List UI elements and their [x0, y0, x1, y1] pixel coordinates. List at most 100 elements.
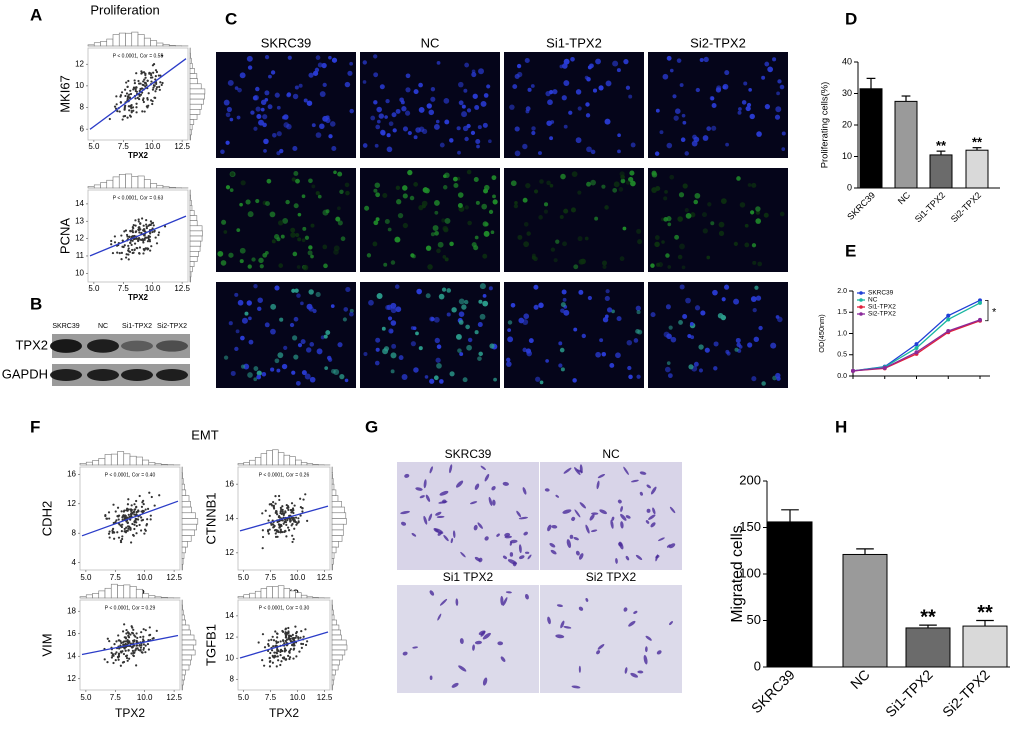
cell: [404, 473, 410, 478]
nucleus: [681, 113, 686, 118]
nucleus: [720, 198, 727, 205]
nucleus: [482, 300, 489, 307]
texture-dot: [120, 641, 123, 645]
cell: [596, 480, 600, 490]
cell: [437, 613, 442, 621]
point: [851, 368, 855, 373]
histogram-bar: [189, 129, 192, 136]
nucleus: [274, 358, 280, 364]
texture-dot: [128, 235, 131, 238]
nucleus: [577, 236, 583, 242]
nucleus: [375, 124, 381, 130]
cell: [496, 533, 500, 537]
texture-dot: [126, 85, 129, 88]
histogram-bar: [272, 586, 279, 599]
nucleus: [777, 316, 783, 323]
nucleus: [400, 100, 405, 105]
cell: [550, 549, 557, 555]
texture-dot: [142, 80, 145, 83]
histogram-bar: [331, 546, 337, 554]
texture-dot: [144, 629, 147, 632]
y-tick-label: 16: [225, 479, 234, 488]
cell: [428, 513, 433, 522]
histogram-bar: [117, 585, 125, 599]
x-tick-label: 7.5: [265, 573, 277, 582]
texture-dot: [137, 510, 140, 513]
x-tick-label: 12.5: [174, 284, 190, 293]
nucleus: [736, 342, 741, 348]
histogram-bar: [331, 619, 337, 626]
nucleus: [422, 128, 428, 134]
texture-dot: [121, 535, 124, 538]
texture-dot: [273, 651, 276, 654]
nucleus: [444, 218, 451, 224]
texture-dot: [127, 79, 130, 83]
cell: [524, 551, 530, 554]
nucleus: [711, 103, 717, 109]
histogram-bar: [148, 462, 156, 466]
nucleus: [656, 262, 661, 267]
histogram-bar: [189, 88, 206, 95]
histogram-bar: [189, 256, 198, 262]
nucleus: [753, 336, 760, 342]
histogram-bar: [331, 529, 344, 536]
histogram-bar: [104, 454, 112, 466]
y-tick-label: 6: [80, 124, 85, 133]
nucleus: [746, 102, 752, 108]
nucleus: [464, 205, 469, 210]
texture-dot: [288, 635, 291, 638]
nucleus: [410, 253, 415, 258]
texture-dot: [274, 495, 277, 498]
nucleus: [405, 87, 411, 93]
histogram-bar: [331, 518, 347, 525]
nucleus: [443, 98, 450, 104]
nucleus: [725, 349, 730, 354]
texture-dot: [150, 245, 153, 248]
nucleus: [246, 300, 252, 306]
y-tick-label: 16: [67, 629, 76, 638]
nucleus: [483, 230, 490, 237]
micrograph: [648, 168, 788, 272]
histogram-bar: [189, 194, 191, 201]
nucleus: [300, 301, 304, 306]
nucleus: [282, 218, 289, 224]
texture-dot: [283, 650, 286, 653]
histogram-bar: [181, 546, 186, 554]
nucleus: [394, 284, 400, 289]
nucleus: [704, 347, 710, 353]
nucleus: [388, 328, 394, 334]
x-tick-label: 10.0: [145, 142, 161, 151]
texture-dot: [287, 508, 290, 511]
nucleus: [530, 84, 535, 88]
nucleus: [522, 347, 527, 353]
texture-dot: [273, 654, 277, 657]
nucleus: [513, 204, 519, 209]
histogram-bar: [260, 453, 268, 466]
nucleus: [743, 81, 748, 86]
texture-dot: [270, 523, 273, 526]
nucleus: [283, 345, 288, 350]
nucleus: [533, 304, 539, 310]
texture-dot: [291, 540, 294, 544]
nucleus: [735, 337, 741, 343]
y-tick-label: 16: [67, 469, 76, 478]
texture-dot: [132, 88, 135, 91]
micrograph: [504, 168, 644, 272]
x-tick-label: Si1-TPX2: [913, 190, 947, 224]
histogram-bar: [249, 459, 256, 466]
nucleus: [402, 185, 408, 191]
nucleus: [239, 259, 244, 264]
texture-dot: [297, 517, 300, 520]
histogram-bar: [181, 634, 195, 641]
texture-dot: [140, 71, 144, 74]
nucleus: [637, 239, 643, 245]
texture-dot: [142, 224, 145, 227]
nucleus: [436, 248, 441, 254]
nucleus: [479, 283, 486, 290]
texture-dot: [276, 513, 279, 516]
nucleus: [702, 135, 709, 141]
texture-dot: [111, 251, 115, 255]
nucleus: [462, 377, 468, 383]
cell: [480, 465, 486, 471]
texture-dot: [131, 248, 134, 252]
